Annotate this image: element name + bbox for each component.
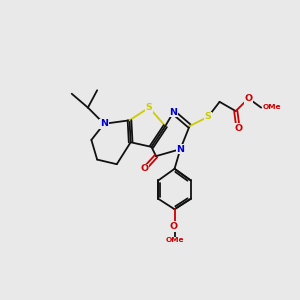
Text: O: O	[140, 164, 148, 173]
Text: O: O	[169, 222, 177, 231]
Text: N: N	[169, 108, 177, 117]
Text: OMe: OMe	[165, 237, 184, 243]
Text: N: N	[176, 145, 184, 154]
Text: N: N	[100, 119, 108, 128]
Text: O: O	[244, 94, 253, 103]
Text: OMe: OMe	[263, 104, 281, 110]
Text: O: O	[234, 124, 242, 133]
Text: S: S	[146, 103, 152, 112]
Text: S: S	[205, 112, 212, 121]
